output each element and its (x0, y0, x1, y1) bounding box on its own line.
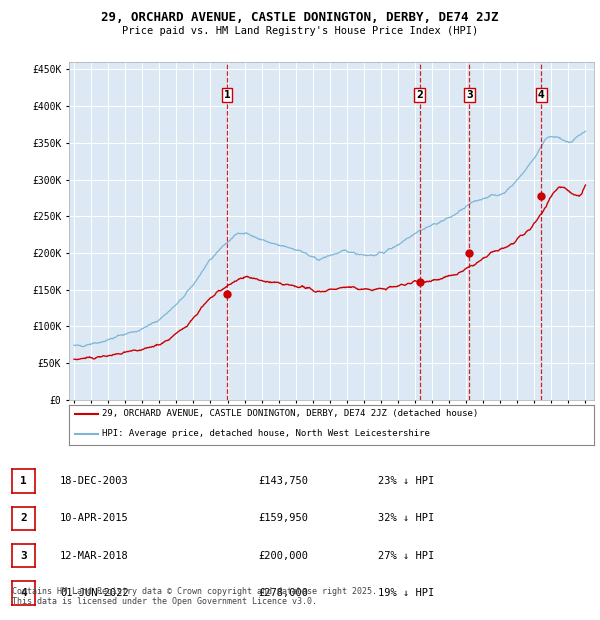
Text: Contains HM Land Registry data © Crown copyright and database right 2025.
This d: Contains HM Land Registry data © Crown c… (12, 587, 377, 606)
Text: 29, ORCHARD AVENUE, CASTLE DONINGTON, DERBY, DE74 2JZ (detached house): 29, ORCHARD AVENUE, CASTLE DONINGTON, DE… (101, 409, 478, 419)
Text: HPI: Average price, detached house, North West Leicestershire: HPI: Average price, detached house, Nort… (101, 430, 430, 438)
Text: 19% ↓ HPI: 19% ↓ HPI (378, 588, 434, 598)
Text: 1: 1 (20, 476, 27, 486)
Text: 12-MAR-2018: 12-MAR-2018 (60, 551, 129, 560)
Text: 3: 3 (466, 90, 473, 100)
Text: 01-JUN-2022: 01-JUN-2022 (60, 588, 129, 598)
Text: 3: 3 (20, 551, 27, 560)
Text: 23% ↓ HPI: 23% ↓ HPI (378, 476, 434, 486)
Text: 18-DEC-2003: 18-DEC-2003 (60, 476, 129, 486)
Text: 27% ↓ HPI: 27% ↓ HPI (378, 551, 434, 560)
Text: 4: 4 (20, 588, 27, 598)
Text: 29, ORCHARD AVENUE, CASTLE DONINGTON, DERBY, DE74 2JZ: 29, ORCHARD AVENUE, CASTLE DONINGTON, DE… (101, 11, 499, 24)
Text: 2: 2 (416, 90, 423, 100)
Text: £143,750: £143,750 (258, 476, 308, 486)
Text: 32% ↓ HPI: 32% ↓ HPI (378, 513, 434, 523)
Text: £159,950: £159,950 (258, 513, 308, 523)
Text: 2: 2 (20, 513, 27, 523)
Text: 1: 1 (223, 90, 230, 100)
Text: 10-APR-2015: 10-APR-2015 (60, 513, 129, 523)
Text: 4: 4 (538, 90, 545, 100)
Text: Price paid vs. HM Land Registry's House Price Index (HPI): Price paid vs. HM Land Registry's House … (122, 26, 478, 36)
Text: £200,000: £200,000 (258, 551, 308, 560)
Text: £278,000: £278,000 (258, 588, 308, 598)
